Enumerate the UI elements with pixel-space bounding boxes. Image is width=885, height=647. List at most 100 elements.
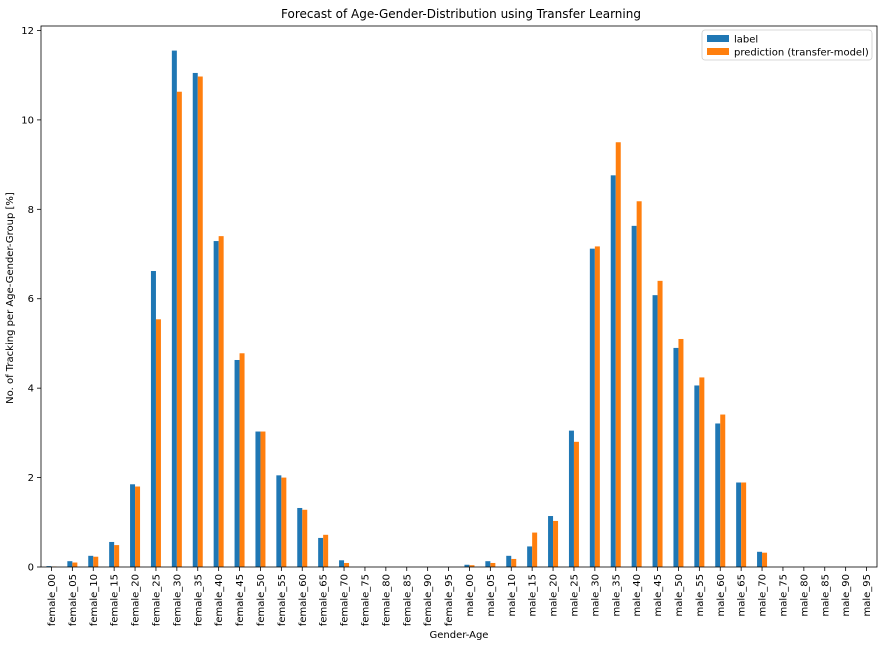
bar-prediction-male_15	[532, 532, 538, 567]
x-tick-label: male_65	[737, 574, 748, 617]
y-tick-label: 0	[28, 563, 34, 574]
bar-label-male_70	[757, 551, 763, 567]
bar-prediction-female_35	[197, 76, 203, 568]
bar-label-female_45	[234, 359, 240, 567]
bar-label-male_00	[464, 564, 470, 567]
bar-prediction-male_10	[511, 558, 517, 567]
bar-prediction-female_15	[114, 545, 120, 567]
x-tick-label: male_60	[716, 574, 727, 617]
x-tick-label: female_40	[214, 574, 225, 626]
bar-prediction-male_70	[762, 552, 768, 567]
bar-prediction-male_25	[573, 441, 579, 567]
bar-prediction-female_05	[72, 562, 78, 567]
bar-prediction-male_50	[678, 338, 684, 567]
x-tick-label: female_55	[277, 574, 288, 626]
y-tick-label: 8	[28, 205, 34, 216]
bar-label-male_40	[631, 225, 637, 568]
bar-label-female_65	[318, 537, 324, 567]
bar-label-male_55	[694, 385, 700, 567]
legend-swatch	[707, 48, 729, 55]
x-tick-label: female_90	[423, 574, 434, 626]
x-tick-label: female_35	[193, 574, 204, 626]
x-tick-label: male_15	[528, 574, 539, 617]
bar-prediction-male_20	[553, 520, 559, 567]
legend-swatch	[707, 35, 729, 42]
bar-label-male_15	[527, 546, 533, 567]
y-tick-label: 12	[21, 26, 34, 37]
y-tick-label: 2	[28, 473, 34, 484]
bar-label-male_25	[568, 430, 574, 567]
plot-frame	[40, 25, 878, 568]
bar-label-female_60	[297, 507, 303, 567]
x-tick-label: male_45	[653, 574, 664, 617]
bar-prediction-female_30	[176, 91, 182, 567]
legend-label: prediction (transfer-model)	[734, 48, 869, 59]
legend: label prediction (transfer-model)	[701, 29, 873, 61]
bar-prediction-female_10	[93, 556, 99, 567]
bar-prediction-female_50	[260, 431, 266, 567]
y-axis-label: No. of Tracking per Age-Gender-Group [%]	[5, 192, 16, 404]
bar-label-male_60	[715, 423, 721, 567]
x-tick-label: male_40	[632, 574, 643, 617]
bar-label-female_00	[46, 566, 52, 567]
bar-prediction-male_60	[720, 414, 726, 567]
bar-label-female_30	[171, 50, 177, 567]
bar-prediction-female_25	[155, 319, 161, 567]
x-tick-label: female_95	[444, 574, 455, 626]
bar-prediction-male_35	[615, 142, 621, 567]
x-tick-label: female_50	[256, 574, 267, 626]
bar-label-male_05	[485, 561, 491, 567]
plot-area: 0 2 4 6 8 10 12 female_00 female_05 female_10 fema…	[21, 25, 878, 626]
bar-prediction-female_65	[323, 534, 329, 567]
bar-prediction-male_30	[594, 246, 600, 568]
legend-box	[701, 29, 873, 61]
x-tick-label: female_80	[381, 574, 392, 626]
bar-prediction-female_20	[135, 486, 141, 567]
y-tick-label: 6	[28, 294, 34, 305]
x-tick-label: female_85	[402, 574, 413, 626]
bar-prediction-female_45	[239, 353, 245, 567]
x-tick-label: female_10	[89, 574, 100, 626]
x-tick-label: male_90	[841, 574, 852, 617]
x-tick-label: female_15	[110, 574, 121, 626]
bar-prediction-male_00	[469, 565, 475, 567]
bar-prediction-male_45	[657, 280, 663, 567]
y-tick-label: 4	[28, 384, 34, 395]
bar-label-female_70	[339, 560, 345, 567]
x-tick-label: female_70	[340, 574, 351, 626]
x-tick-label: male_20	[549, 574, 560, 617]
x-tick-label: male_70	[758, 574, 769, 617]
x-tick-label: male_25	[569, 574, 580, 617]
x-tick-label: male_35	[611, 574, 622, 617]
bar-label-male_45	[652, 295, 658, 567]
x-axis-label: Gender-Age	[430, 630, 489, 641]
bar-label-female_10	[88, 555, 94, 567]
x-tick-label: male_95	[862, 574, 873, 617]
bar-prediction-male_55	[699, 377, 705, 567]
bar-label-male_35	[610, 175, 616, 567]
x-tick-label: female_20	[131, 574, 142, 626]
bar-prediction-male_40	[636, 201, 642, 567]
x-tick-label: female_75	[360, 574, 371, 626]
x-tick-label: male_55	[695, 574, 706, 617]
bar-label-male_10	[506, 555, 512, 567]
x-tick-label: female_65	[319, 574, 330, 626]
bar-label-male_30	[589, 248, 595, 567]
x-tick-label: male_05	[486, 574, 497, 617]
bar-label-female_55	[276, 475, 282, 567]
bar-prediction-male_05	[490, 562, 496, 567]
bar-label-female_25	[150, 271, 156, 567]
x-tick-label: male_50	[674, 574, 685, 617]
x-tick-label: female_05	[68, 574, 79, 626]
x-tick-label: female_00	[47, 574, 58, 626]
x-tick-label: male_30	[590, 574, 601, 617]
x-tick-label: male_00	[465, 574, 476, 617]
bar-prediction-female_70	[344, 562, 350, 567]
bar-prediction-female_60	[302, 509, 308, 567]
x-tick-label: female_25	[151, 574, 162, 626]
x-tick-label: female_45	[235, 574, 246, 626]
bar-prediction-female_40	[218, 236, 224, 567]
bar-label-female_50	[255, 431, 261, 567]
x-tick-label: male_75	[778, 574, 789, 617]
